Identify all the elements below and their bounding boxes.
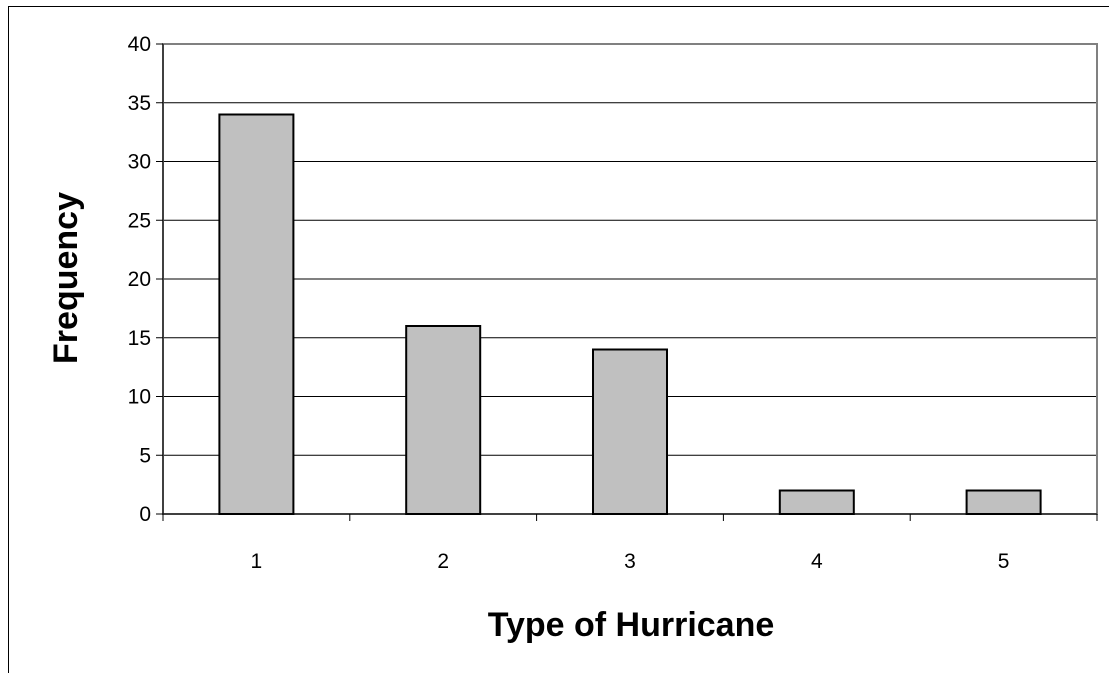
x-tick-labels: 1 2 3 4 5: [251, 550, 1010, 573]
bar-1: [218, 113, 295, 515]
bar-4: [778, 489, 855, 515]
y-tick-label: 40: [128, 33, 151, 56]
y-tick-label: 20: [128, 268, 151, 291]
y-tick-label: 0: [139, 503, 151, 526]
bar-2: [405, 325, 482, 515]
bars: [218, 113, 1042, 515]
x-tick-label: 2: [437, 550, 449, 573]
y-tick-label: 5: [139, 444, 151, 467]
x-tick-label: 1: [251, 550, 263, 573]
y-tick-label: 30: [128, 151, 151, 174]
y-axis-title: Frequency: [47, 192, 85, 364]
bar-3: [592, 348, 668, 515]
x-tick-label: 3: [624, 550, 636, 573]
bar-5: [965, 489, 1042, 515]
x-axis-title: Type of Hurricane: [488, 606, 775, 644]
y-tick-label: 35: [128, 92, 151, 115]
x-tick-label: 5: [998, 550, 1010, 573]
y-tick-label: 10: [128, 386, 151, 409]
axes: [156, 43, 1098, 521]
y-tick-label: 15: [128, 327, 151, 350]
y-tick-labels: 0 5 10 15 20 25 30 35 40: [128, 33, 151, 526]
chart-frame: [8, 6, 1109, 673]
x-tick-label: 4: [811, 550, 823, 573]
y-tick-label: 25: [128, 209, 151, 232]
